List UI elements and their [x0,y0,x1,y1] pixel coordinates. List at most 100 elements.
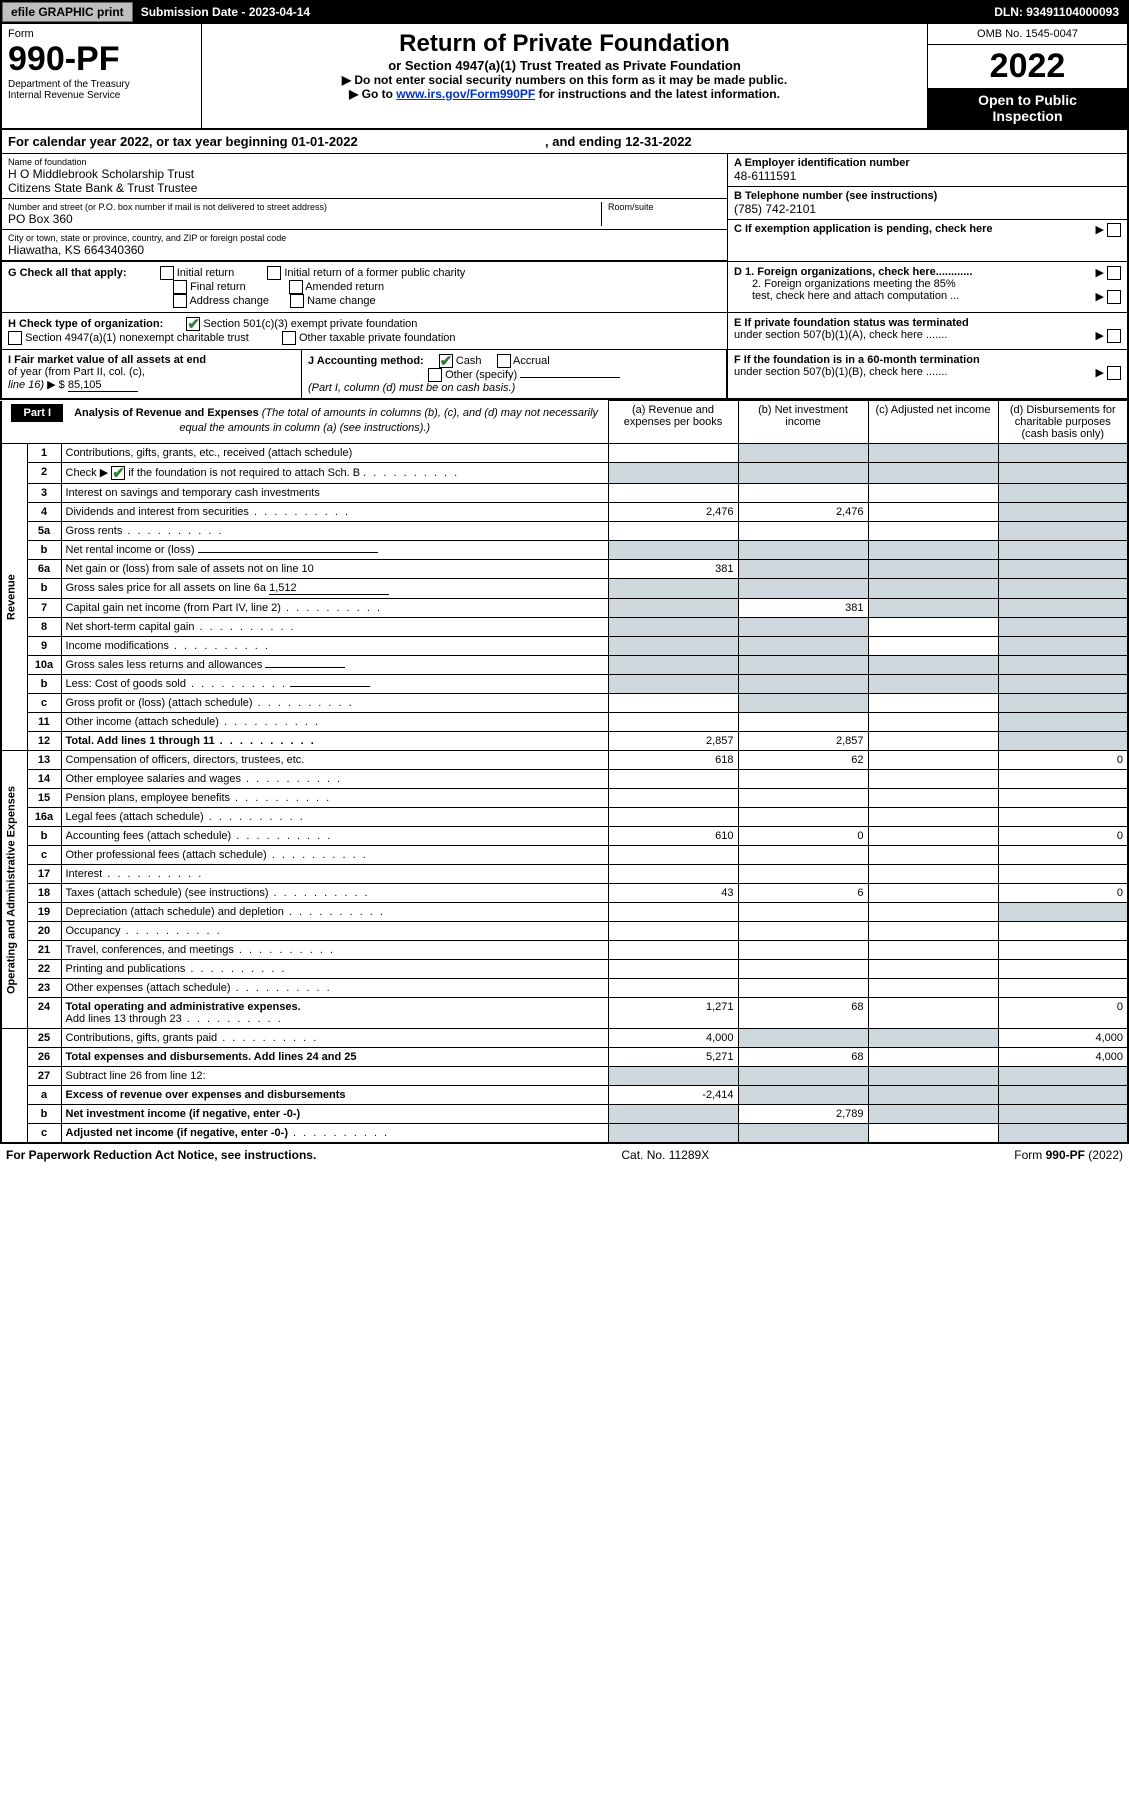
row-3-num: 3 [27,484,61,503]
row-27b-b: 2,789 [738,1105,868,1124]
row-23-text: Other expenses (attach schedule) [61,979,608,998]
row-27c-text: Adjusted net income (if negative, enter … [61,1124,608,1144]
i-label-2: of year (from Part II, col. (c), [8,366,145,378]
tax-year: 2022 [928,45,1127,88]
row-12-num: 12 [27,732,61,751]
identity-block: Name of foundation H O Middlebrook Schol… [0,154,1129,261]
checkbox-e[interactable] [1107,329,1121,343]
row-26-d: 4,000 [998,1048,1128,1067]
form990pf-link[interactable]: www.irs.gov/Form990PF [396,87,535,101]
row-16b-b: 0 [738,827,868,846]
row-25-d: 4,000 [998,1029,1128,1048]
calendar-year-line: For calendar year 2022, or tax year begi… [0,130,1129,154]
checkbox-sch-b[interactable] [111,466,125,480]
f-label-1: F If the foundation is in a 60-month ter… [734,354,1121,366]
row-16b-text: Accounting fees (attach schedule) [61,827,608,846]
pra-notice: For Paperwork Reduction Act Notice, see … [6,1148,316,1162]
row-13-a: 618 [608,751,738,770]
row-11-num: 11 [27,713,61,732]
row-6a-num: 6a [27,560,61,579]
row-24-num: 24 [27,998,61,1029]
g-title: G Check all that apply: [8,267,127,279]
row-25-text: Contributions, gifts, grants paid [61,1029,608,1048]
checkbox-d2[interactable] [1107,290,1121,304]
ein-value: 48-6111591 [734,169,1121,183]
checkbox-address-change[interactable] [173,294,187,308]
part1-title: Analysis of Revenue and Expenses [74,407,259,419]
row-8-text: Net short-term capital gain [61,618,608,637]
checkbox-initial-return[interactable] [160,266,174,280]
address: PO Box 360 [8,212,601,226]
row-27b-text: Net investment income (if negative, ente… [61,1105,608,1124]
row-8-num: 8 [27,618,61,637]
h-e-block: H Check type of organization: Section 50… [0,313,1129,350]
row-15-num: 15 [27,789,61,808]
row-6b-val: 1,512 [269,582,389,595]
checkbox-d1[interactable] [1107,266,1121,280]
checkbox-name-change[interactable] [290,294,304,308]
row-10c-num: c [27,694,61,713]
row-27a-a: -2,414 [608,1086,738,1105]
row-11-text: Other income (attach schedule) [61,713,608,732]
phone-value: (785) 742-2101 [734,202,1121,216]
foundation-name-1: H O Middlebrook Scholarship Trust [8,167,721,181]
efile-print-button[interactable]: efile GRAPHIC print [2,2,133,22]
checkbox-501c3[interactable] [186,317,200,331]
row-9-text: Income modifications [61,637,608,656]
checkbox-c[interactable] [1107,223,1121,237]
row-22-text: Printing and publications [61,960,608,979]
row-5b-num: b [27,541,61,560]
row-4-a: 2,476 [608,503,738,522]
name-label: Name of foundation [8,157,721,167]
checkbox-4947[interactable] [8,331,22,345]
e-label-1: E If private foundation status was termi… [734,317,1121,329]
row-14-num: 14 [27,770,61,789]
d1-label: D 1. Foreign organizations, check here..… [734,266,972,278]
row-24-b: 68 [738,998,868,1029]
row-10c-text: Gross profit or (loss) (attach schedule) [61,694,608,713]
row-7-text: Capital gain net income (from Part IV, l… [61,599,608,618]
row-18-num: 18 [27,884,61,903]
note-goto: ▶ Go to www.irs.gov/Form990PF for instru… [208,87,921,101]
checkbox-other-acct[interactable] [428,368,442,382]
exemption-c-label: C If exemption application is pending, c… [734,223,993,235]
row-5a-num: 5a [27,522,61,541]
part1-table: Part I Analysis of Revenue and Expenses … [0,400,1129,1144]
row-10a-num: 10a [27,656,61,675]
row-1-num: 1 [27,444,61,463]
row-16c-text: Other professional fees (attach schedule… [61,846,608,865]
row-23-num: 23 [27,979,61,998]
note-goto-post: for instructions and the latest informat… [539,87,780,101]
row-26-a: 5,271 [608,1048,738,1067]
row-21-text: Travel, conferences, and meetings [61,941,608,960]
revenue-side-label: Revenue [1,444,27,751]
checkbox-accrual[interactable] [497,354,511,368]
row-2-num: 2 [27,463,61,484]
row-4-num: 4 [27,503,61,522]
row-20-text: Occupancy [61,922,608,941]
row-27b-num: b [27,1105,61,1124]
h-title: H Check type of organization: [8,318,163,330]
checkbox-amended[interactable] [289,280,303,294]
checkbox-other-taxable[interactable] [282,331,296,345]
phone-label: B Telephone number (see instructions) [734,190,1121,202]
checkbox-f[interactable] [1107,366,1121,380]
row-21-num: 21 [27,941,61,960]
g-d-block: G Check all that apply: Initial return I… [0,261,1129,313]
form-header: Form 990-PF Department of the Treasury I… [0,24,1129,130]
checkbox-cash[interactable] [439,354,453,368]
row-15-text: Pension plans, employee benefits [61,789,608,808]
row-26-b: 68 [738,1048,868,1067]
row-26-text: Total expenses and disbursements. Add li… [61,1048,608,1067]
row-18-b: 6 [738,884,868,903]
row-24-text: Total operating and administrative expen… [61,998,608,1029]
room-label: Room/suite [608,202,721,212]
row-25-a: 4,000 [608,1029,738,1048]
row-17-text: Interest [61,865,608,884]
note-goto-pre: ▶ Go to [349,87,396,101]
row-27a-text: Excess of revenue over expenses and disb… [61,1086,608,1105]
checkbox-final-return[interactable] [173,280,187,294]
row-9-num: 9 [27,637,61,656]
row-13-b: 62 [738,751,868,770]
checkbox-initial-former[interactable] [267,266,281,280]
